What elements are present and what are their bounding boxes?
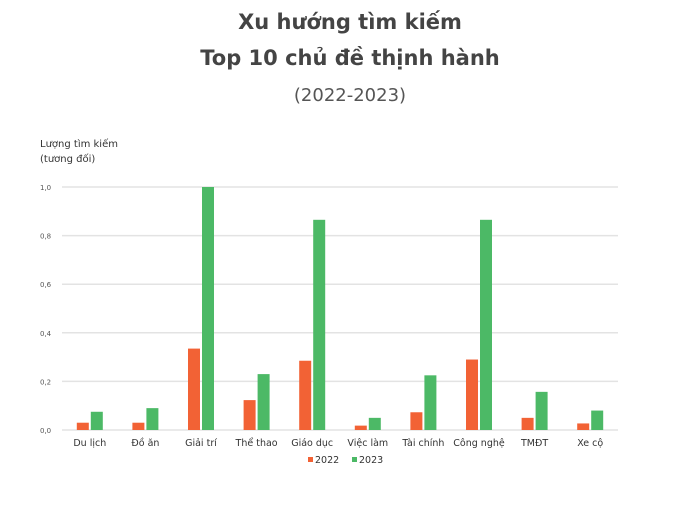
y-tick-label: 0,8 (40, 233, 51, 241)
legend-label-2022: 2022 (315, 455, 339, 466)
bar-2023 (90, 411, 103, 430)
bar-2022 (410, 412, 423, 430)
x-tick-label: Thể thao (235, 438, 278, 449)
bar-2022 (354, 425, 367, 430)
y-tick-label: 0,4 (40, 330, 52, 338)
legend-swatch-2023 (352, 457, 357, 462)
bar-2023 (257, 374, 270, 430)
x-tick-label: Việc làm (347, 438, 388, 449)
y-axis-label: Lượng tìm kiếm (tương đối) (40, 137, 118, 167)
bar-2022 (188, 348, 200, 430)
bar-2022 (299, 360, 312, 430)
y-tick-label: 0,2 (40, 378, 51, 386)
x-tick-label: Tài chính (401, 438, 444, 449)
chart-subtitle: Top 10 chủ đề thịnh hành (200, 46, 500, 70)
bar-2022 (577, 423, 590, 430)
bar-2023 (368, 417, 381, 430)
bar-2023 (146, 408, 159, 430)
x-tick-label: Giáo dục (291, 438, 333, 449)
x-tick-label: Du lịch (73, 438, 106, 449)
bar-2022 (132, 422, 145, 430)
bar-2022 (521, 417, 534, 430)
bar-2022 (466, 359, 478, 430)
x-tick-label: Giải trí (185, 438, 217, 449)
bar-2023 (313, 219, 326, 430)
legend-swatch-2022 (308, 457, 313, 462)
x-tick-label: Công nghệ (453, 438, 505, 449)
y-tick-label: 0,6 (40, 281, 52, 289)
x-tick-label: Xe cộ (577, 438, 603, 449)
bar-2023 (535, 391, 548, 430)
y-tick-label: 1,0 (40, 184, 51, 192)
bar-2023 (591, 410, 604, 430)
bar-2023 (480, 219, 492, 430)
y-axis-label-line1: Lượng tìm kiếm (40, 139, 118, 150)
y-tick-label: 0,0 (40, 427, 51, 435)
x-tick-label: Đồ ăn (131, 438, 159, 449)
legend-label-2023: 2023 (359, 455, 383, 466)
x-tick-label: TMĐT (520, 438, 548, 449)
chart-title: Xu hướng tìm kiếm (238, 10, 462, 34)
bar-2023 (202, 187, 214, 430)
chart-period: (2022-2023) (293, 85, 407, 106)
bar-2022 (76, 422, 89, 430)
bar-2023 (424, 375, 437, 430)
bar-2022 (243, 400, 256, 430)
y-axis-label-line2: (tương đối) (40, 154, 96, 165)
